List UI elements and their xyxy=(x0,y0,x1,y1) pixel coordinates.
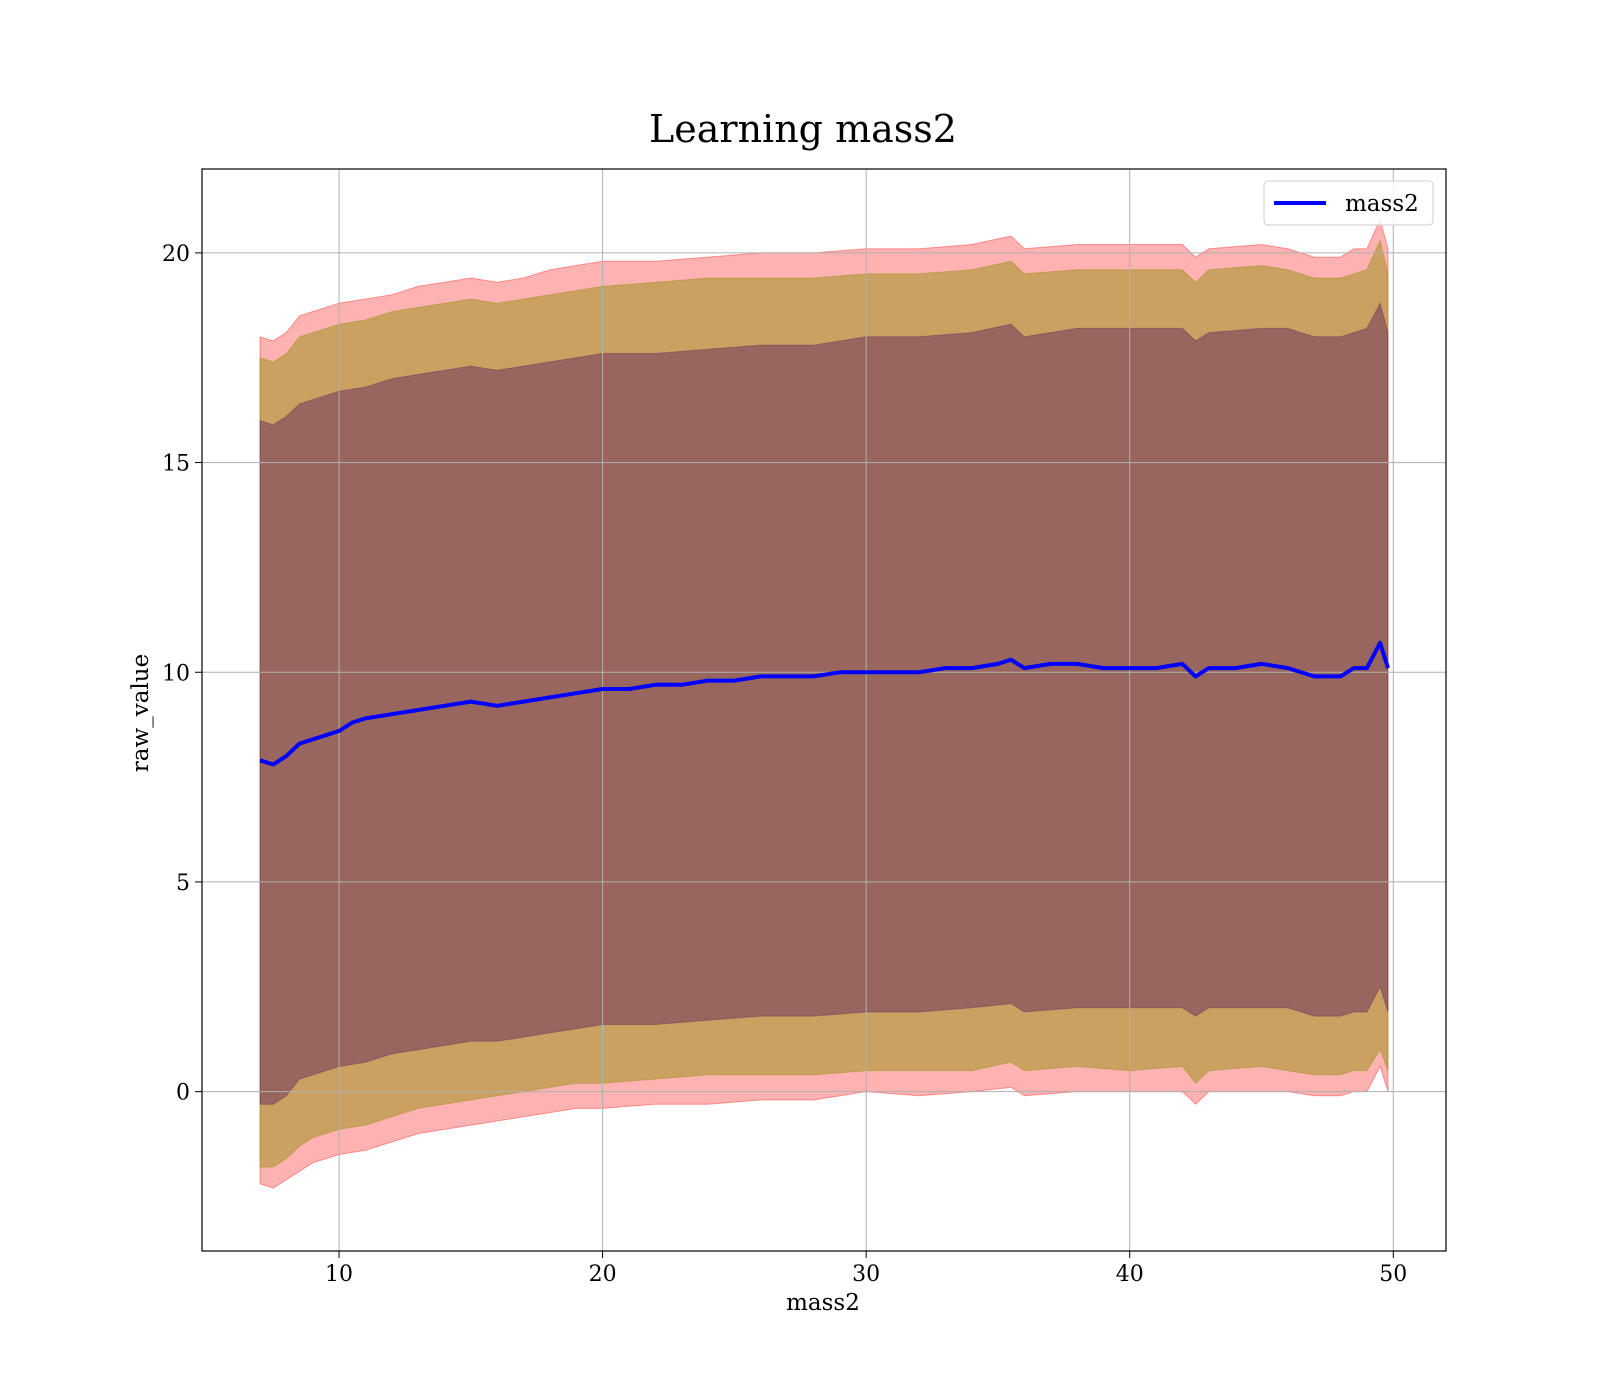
band-2-area xyxy=(259,238,1389,1168)
legend: mass2 xyxy=(1263,180,1434,226)
y-tick-label-1: 0 xyxy=(176,1081,190,1106)
y-tick-label-2: 5 xyxy=(176,871,190,896)
legend-label-mass2: mass2 xyxy=(1345,191,1419,217)
y-tick-label-4: 15 xyxy=(162,452,190,477)
y-axis-label: raw_value xyxy=(128,654,154,772)
x-axis-label: mass2 xyxy=(786,1290,860,1316)
axis-ticks: 10 20 30 40 50 0 5 10 15 20 xyxy=(162,242,1407,1287)
plot-frame xyxy=(201,168,1447,1252)
series-lines xyxy=(259,640,1390,767)
y-tick-label-5: 20 xyxy=(162,242,190,267)
legend-box xyxy=(1263,180,1434,226)
x-tick-label-5: 50 xyxy=(1379,1262,1407,1287)
y-tick-label-3: 10 xyxy=(162,661,190,686)
x-tick-label-2: 20 xyxy=(589,1262,617,1287)
x-tick-label-1: 10 xyxy=(325,1262,353,1287)
series-line-mass2 xyxy=(259,640,1390,767)
confidence-bands xyxy=(259,217,1389,1189)
x-tick-label-3: 30 xyxy=(852,1262,880,1287)
band-3-area xyxy=(259,301,1389,1105)
grid xyxy=(202,169,1446,1251)
x-tick-label-4: 40 xyxy=(1116,1262,1144,1287)
chart-title: Learning mass2 xyxy=(649,107,957,151)
